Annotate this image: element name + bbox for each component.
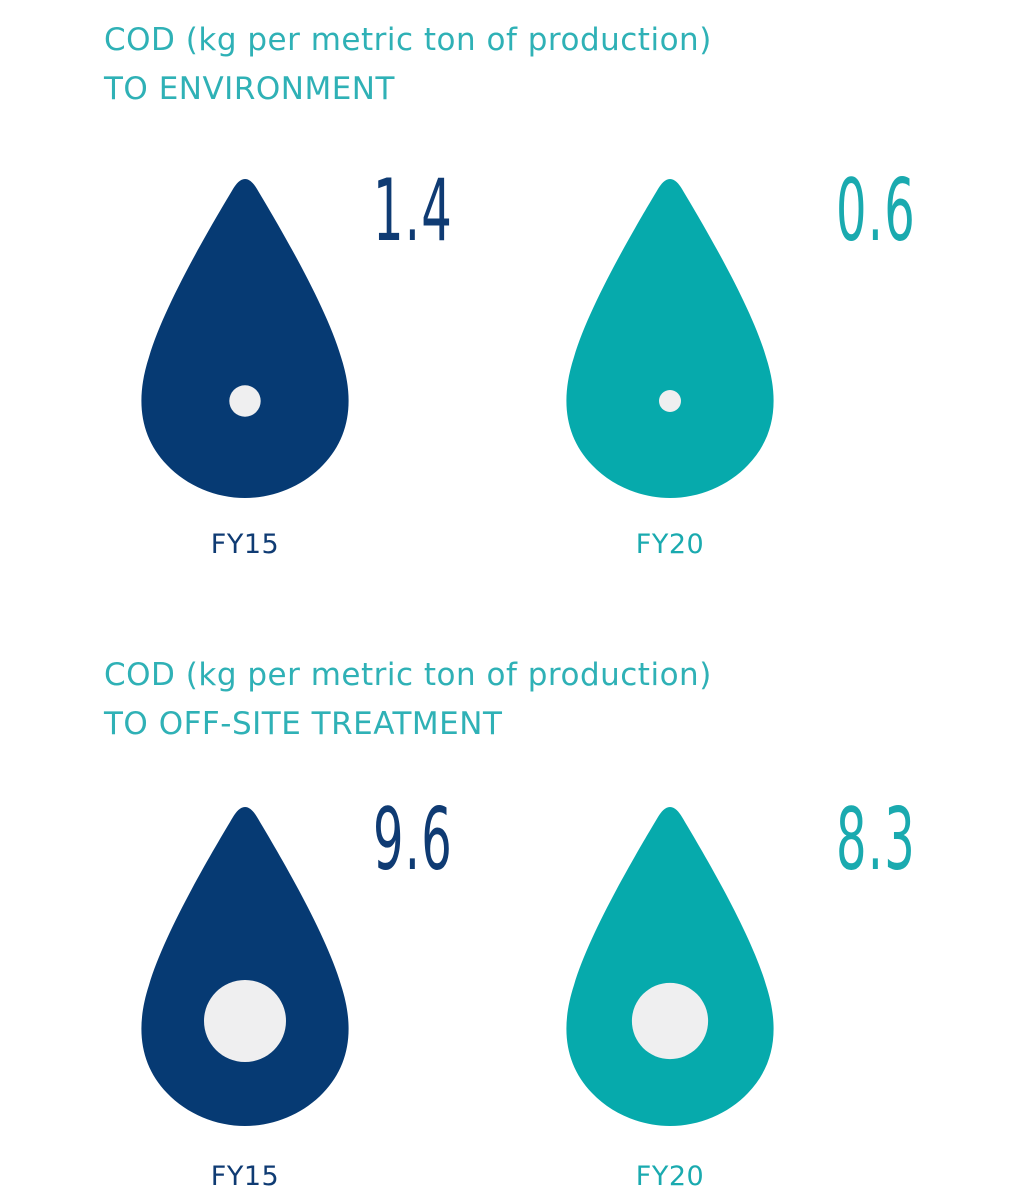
chart-title: COD (kg per metric ton of production) — [104, 22, 712, 58]
water-drop-icon — [141, 807, 349, 1126]
value-label-fy15: 9.6 — [373, 790, 453, 890]
value-dot — [204, 980, 286, 1062]
section-title-environment: COD (kg per metric ton of production) TO… — [104, 16, 712, 114]
category-label-fy15: FY15 — [210, 529, 280, 560]
category-label-fy20: FY20 — [635, 529, 705, 560]
value-label-fy20: 8.3 — [836, 790, 916, 890]
fy20-drop — [562, 803, 778, 1126]
category-label-fy20: FY20 — [635, 1161, 705, 1192]
value-label-fy20: 0.6 — [836, 161, 916, 261]
drop-body — [141, 807, 349, 1126]
water-drop-icon — [566, 179, 774, 498]
chart-subtitle: TO OFF-SITE TREATMENT — [104, 706, 503, 742]
value-dot — [229, 385, 261, 417]
value-label-fy15: 1.4 — [373, 161, 453, 261]
category-label-fy15: FY15 — [210, 1161, 280, 1192]
value-dot — [659, 390, 681, 412]
fy15-drop — [137, 803, 353, 1126]
chart-title: COD (kg per metric ton of production) — [104, 657, 712, 693]
drop-body — [141, 179, 349, 498]
water-drop-icon — [566, 807, 774, 1126]
value-dot — [631, 982, 709, 1060]
fy20-drop — [562, 175, 778, 498]
section-title-offsite: COD (kg per metric ton of production) TO… — [104, 651, 712, 749]
drop-body — [566, 807, 774, 1126]
drop-body — [566, 179, 774, 498]
water-drop-icon — [141, 179, 349, 498]
chart-subtitle: TO ENVIRONMENT — [104, 71, 395, 107]
fy15-drop — [137, 175, 353, 498]
